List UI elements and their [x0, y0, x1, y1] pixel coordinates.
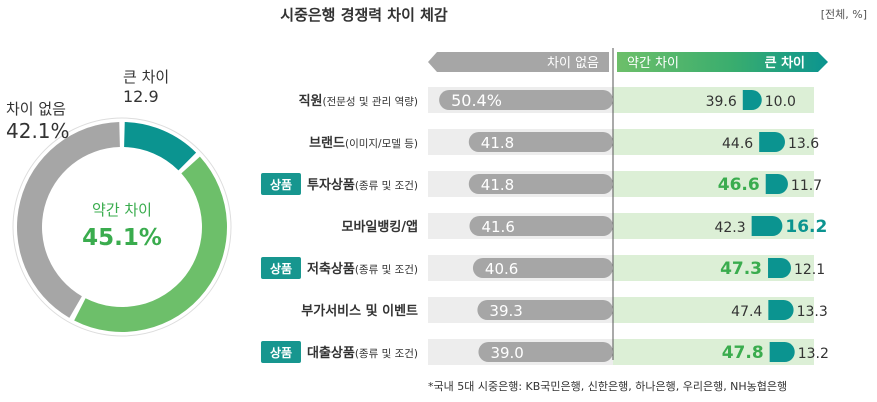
donut-center-label: 약간 차이 [92, 201, 152, 219]
bar-big [765, 174, 788, 194]
bar-no-diff-value: 39.3 [489, 302, 522, 320]
unit-label: [전체, %] [820, 8, 867, 21]
category-label: 부가서비스 및 이벤트 [301, 303, 418, 319]
category-label: 투자상품(종류 및 조건) [307, 178, 418, 193]
bar-big [742, 90, 762, 110]
bar-slight-value: 42.3 [714, 220, 745, 236]
bar-no-diff [478, 342, 613, 362]
category-label: 저축상품(종류 및 조건) [307, 261, 418, 277]
bar-slight-value: 44.6 [722, 136, 753, 152]
bar-slight-value: 47.8 [722, 343, 764, 363]
bar-no-diff-value: 39.0 [490, 344, 523, 362]
category-label: 직원(전문성 및 관리 역량) [299, 93, 418, 109]
bar-no-diff [477, 300, 613, 320]
no-diff-label: 차이 없음 [6, 100, 66, 118]
bar-big-value: 13.2 [798, 346, 829, 362]
bar-no-diff [472, 258, 613, 278]
bar-no-diff-value: 50.4% [451, 91, 502, 110]
product-badge [260, 173, 301, 195]
product-badge-label: 상품 [270, 345, 292, 360]
donut-slice [74, 156, 228, 332]
no-diff-value: 42.1% [6, 119, 70, 143]
row-bg-right [613, 87, 814, 113]
product-badge-label: 상품 [270, 261, 292, 276]
bar-big-value: 10.0 [765, 94, 796, 110]
chart-title: 시중은행 경쟁력 차이 체감 [280, 6, 448, 24]
bar-no-diff [468, 174, 613, 194]
bar-slight-value: 39.6 [706, 94, 737, 110]
bar-big-value: 13.3 [797, 304, 828, 320]
bar-big-value: 12.1 [794, 262, 825, 278]
bar-no-diff [439, 90, 613, 110]
footnote: *국내 5대 시중은행: KB국민은행, 신한은행, 하나은행, 우리은행, N… [428, 380, 788, 393]
bar-slight-value: 47.3 [720, 259, 762, 279]
legend-no-diff-arrow [428, 52, 609, 72]
legend-big-label: 큰 차이 [765, 55, 805, 71]
bar-big [769, 342, 795, 362]
bar-no-diff-value: 41.6 [481, 218, 514, 236]
bar-no-diff-value: 41.8 [481, 176, 514, 194]
big-diff-label-group: 큰 차이 12.9 [123, 66, 169, 106]
product-badge-label: 상품 [270, 177, 292, 192]
donut-slice [124, 122, 197, 171]
bar-slight-value: 46.6 [718, 175, 760, 195]
big-diff-value: 12.9 [123, 87, 159, 106]
bar-slight-value: 47.4 [731, 304, 762, 320]
bar-no-diff-value: 40.6 [485, 260, 518, 278]
legend-no-diff-label: 차이 없음 [547, 56, 599, 71]
donut-center-value: 45.1% [82, 225, 162, 251]
product-badge [260, 341, 301, 363]
no-diff-label-group: 차이 없음 42.1% [6, 98, 70, 143]
big-diff-label: 큰 차이 [123, 68, 170, 86]
bar-big [751, 216, 783, 236]
bar-big [759, 132, 785, 152]
bar-big-value: 16.2 [785, 217, 827, 237]
bar-big-value: 13.6 [788, 136, 819, 152]
bar-big [768, 300, 794, 320]
donut-chart: 약간 차이 45.1% [12, 117, 232, 337]
legend-slight-label: 약간 차이 [627, 56, 679, 71]
product-badge [260, 257, 301, 279]
bar-no-diff [468, 132, 613, 152]
bar-no-diff-value: 41.8 [481, 134, 514, 152]
category-label: 모바일뱅킹/앱 [341, 219, 418, 235]
donut-outline [12, 117, 232, 337]
category-label: 브랜드(이미지/모델 등) [309, 135, 418, 151]
category-label: 대출상품(종류 및 조건) [307, 345, 418, 361]
donut-slice [17, 122, 120, 318]
legend-diff-arrow [617, 52, 828, 72]
bar-no-diff [469, 216, 613, 236]
bar-big [768, 258, 791, 278]
bar-big-value: 11.7 [791, 178, 822, 194]
